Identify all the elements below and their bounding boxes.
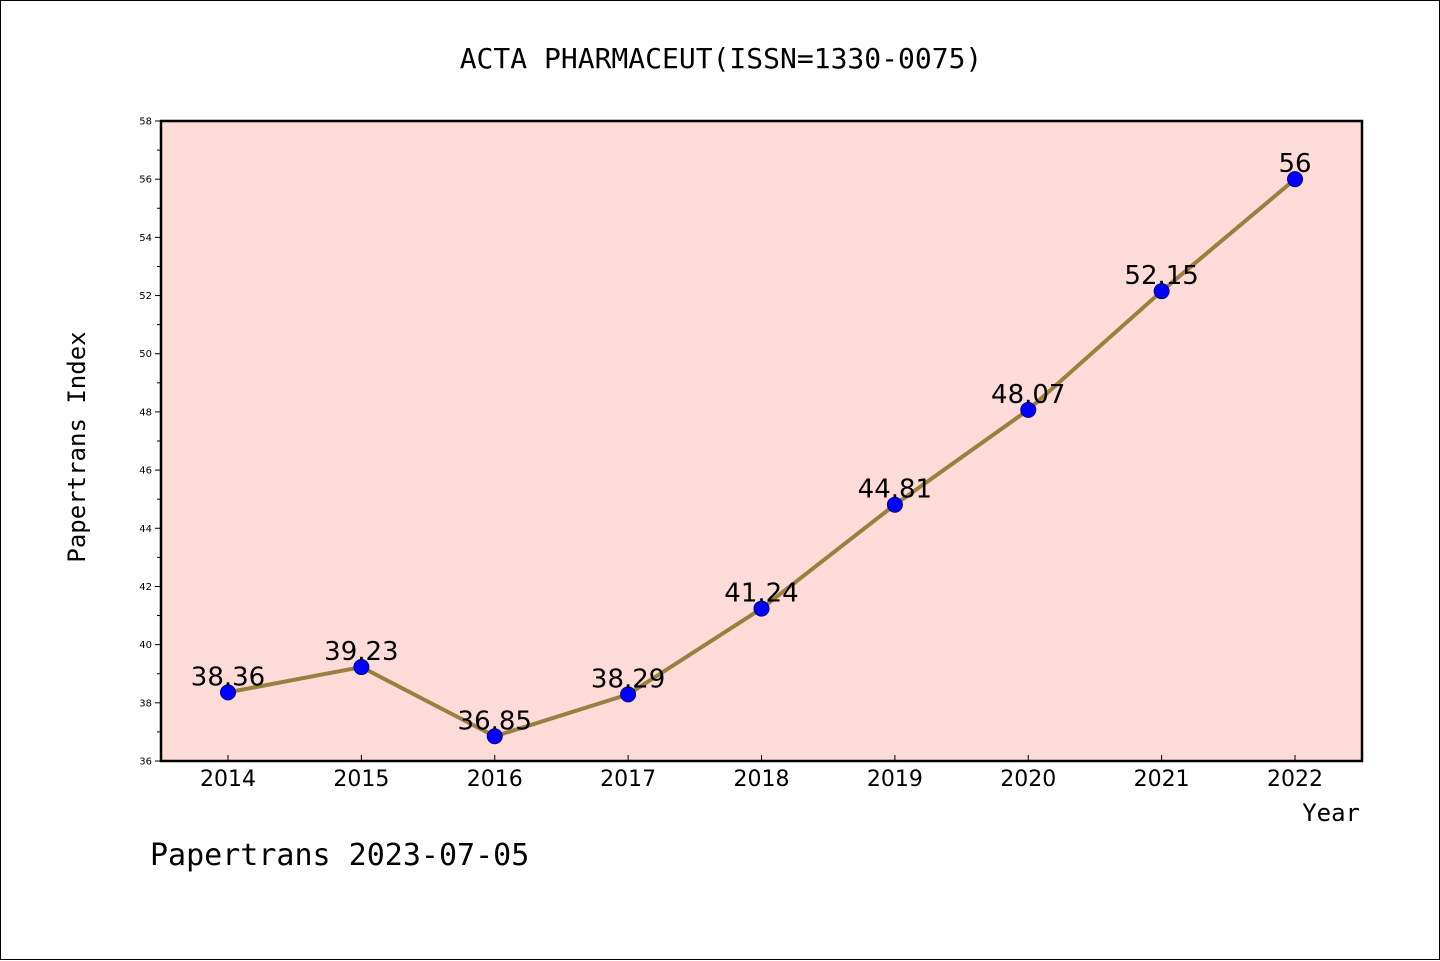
y-tick-label: 36: [139, 757, 152, 768]
y-tick-label: 54: [139, 233, 152, 244]
data-point: [886, 496, 903, 513]
y-tick-label: 56: [139, 175, 152, 186]
y-tick-label: 44: [139, 524, 152, 535]
data-point: [1153, 283, 1170, 300]
series-layer: 38.36 39.23 36.85 38.29 41.24 44.81 48.07 52.15…: [191, 149, 1312, 745]
y-tick-label: 42: [139, 582, 152, 593]
x-tick-label: 2018: [734, 767, 790, 792]
data-point: [486, 728, 503, 745]
data-label: 38.29: [591, 664, 665, 694]
plot-border: [159, 119, 1364, 763]
x-tick-label: 2017: [600, 767, 656, 792]
y-tick-label: 48: [139, 407, 152, 418]
data-point: [1020, 401, 1037, 418]
data-label: 52.15: [1124, 261, 1198, 291]
data-label: 44.81: [858, 475, 932, 505]
y-tick-label: 58: [139, 117, 152, 128]
data-label: 39.23: [324, 637, 398, 667]
y-tick-label: 52: [139, 291, 152, 302]
data-label: 38.36: [191, 662, 265, 692]
x-axis-label: Year: [1302, 799, 1360, 827]
y-tick-label: 38: [139, 698, 152, 709]
x-tick-label: 2016: [467, 767, 523, 792]
y-axis-ticks: 36 38 40 42 44 46 48 50 52 54 56 58: [139, 117, 161, 768]
data-point: [220, 684, 236, 701]
x-tick-label: 2015: [333, 767, 389, 792]
x-tick-label: 2019: [867, 767, 923, 792]
y-axis-label: Papertrans Index: [63, 331, 91, 562]
data-point: [620, 686, 637, 703]
data-point: [753, 600, 770, 617]
x-tick-label: 2014: [200, 767, 256, 792]
data-label: 36.85: [458, 706, 532, 736]
x-tick-label: 2020: [1000, 767, 1056, 792]
data-label: 41.24: [724, 579, 798, 609]
chart-title: ACTA PHARMACEUT(ISSN=1330-0075): [460, 42, 983, 75]
x-tick-label: 2021: [1134, 767, 1190, 792]
data-label: 56: [1278, 149, 1311, 179]
x-axis-ticks: 2014 2015 2016 2017 2018 2019 2020 2021 2022: [200, 755, 1323, 792]
y-tick-label: 40: [139, 640, 152, 651]
footer-watermark: Papertrans 2023-07-05: [150, 838, 529, 873]
x-tick-label: 2022: [1267, 767, 1323, 792]
y-tick-label: 50: [139, 349, 152, 360]
data-label: 48.07: [991, 380, 1065, 410]
data-point: [353, 659, 370, 676]
data-point: [1287, 171, 1303, 188]
y-tick-label: 46: [139, 466, 152, 477]
plot-area: [161, 121, 1362, 761]
